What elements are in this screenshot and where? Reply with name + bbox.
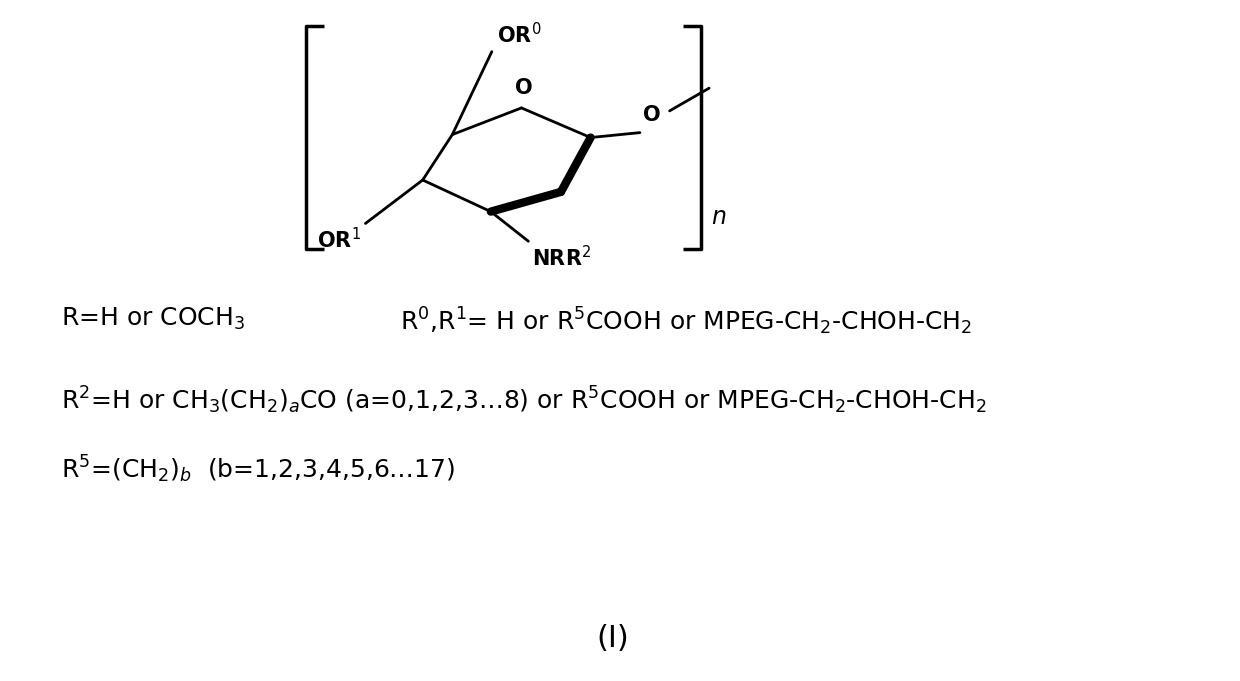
Text: n: n (711, 206, 727, 229)
Text: OR$^0$: OR$^0$ (497, 22, 541, 48)
Text: O: O (515, 78, 532, 98)
Text: OR$^1$: OR$^1$ (316, 227, 361, 253)
Text: NRR$^2$: NRR$^2$ (532, 245, 591, 270)
Text: R$^5$=(CH$_2$)$_b$  (b=1,2,3,4,5,6…17): R$^5$=(CH$_2$)$_b$ (b=1,2,3,4,5,6…17) (61, 454, 455, 485)
Text: R=H or COCH$_3$: R=H or COCH$_3$ (61, 306, 246, 332)
Text: O: O (642, 105, 661, 125)
Text: (Ⅰ): (Ⅰ) (596, 624, 629, 654)
Text: R$^0$,R$^1$= H or R$^5$COOH or MPEG-CH$_2$-CHOH-CH$_2$: R$^0$,R$^1$= H or R$^5$COOH or MPEG-CH$_… (401, 306, 972, 337)
Text: R$^2$=H or CH$_3$(CH$_2$)$_a$CO (a=0,1,2,3…8) or R$^5$COOH or MPEG-CH$_2$-CHOH-C: R$^2$=H or CH$_3$(CH$_2$)$_a$CO (a=0,1,2… (61, 385, 987, 416)
